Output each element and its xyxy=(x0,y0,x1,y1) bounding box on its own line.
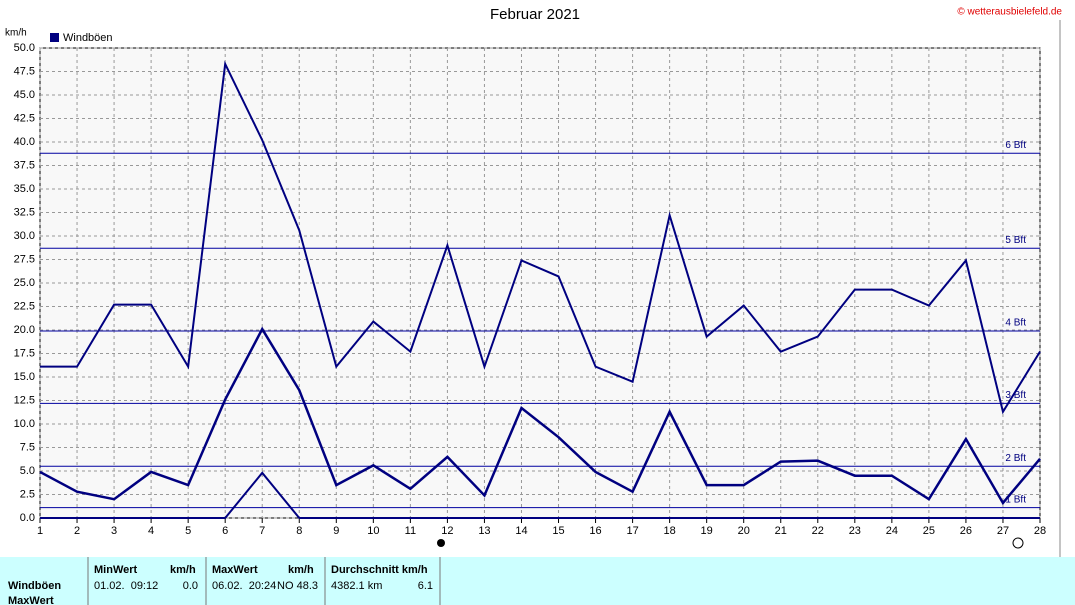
reference-label: 3 Bft xyxy=(1005,390,1026,401)
x-tick-label: 6 xyxy=(222,525,228,537)
y-tick-label: 2.5 xyxy=(20,488,35,500)
y-tick-label: 27.5 xyxy=(14,253,35,265)
series-line xyxy=(40,471,1040,519)
table-cell: 0.0 xyxy=(183,580,198,592)
row-label: Windböen xyxy=(8,580,61,592)
legend-label: Windböen xyxy=(63,32,113,44)
y-tick-label: 42.5 xyxy=(14,112,35,124)
x-tick-label: 2 xyxy=(74,525,80,537)
table-header: km/h xyxy=(288,564,314,576)
x-tick-label: 15 xyxy=(552,525,564,537)
reference-label: 5 Bft xyxy=(1005,235,1026,246)
x-tick-label: 25 xyxy=(923,525,935,537)
reference-label: 2 Bft xyxy=(1005,453,1026,464)
x-tick-label: 5 xyxy=(185,525,191,537)
y-tick-label: 20.0 xyxy=(14,324,35,336)
y-tick-label: 30.0 xyxy=(14,230,35,242)
y-tick-label: 10.0 xyxy=(14,418,35,430)
reference-label: 4 Bft xyxy=(1005,318,1026,329)
x-tick-label: 14 xyxy=(515,525,527,537)
chart-title: Februar 2021 xyxy=(490,6,580,23)
x-tick-label: 19 xyxy=(701,525,713,537)
table-cell: 01.02. 09:12 xyxy=(94,580,158,592)
copyright: © wetterausbielefeld.de xyxy=(957,7,1062,18)
x-tick-label: 27 xyxy=(997,525,1009,537)
table-cell: 4382.1 km xyxy=(331,580,382,592)
y-tick-label: 35.0 xyxy=(14,183,35,195)
y-tick-label: 17.5 xyxy=(14,347,35,359)
table-cell: 6.1 xyxy=(418,580,433,592)
x-tick-label: 10 xyxy=(367,525,379,537)
x-tick-label: 8 xyxy=(296,525,302,537)
stats-panel xyxy=(0,557,1075,605)
x-tick-label: 11 xyxy=(405,525,416,537)
y-tick-label: 0.0 xyxy=(20,512,35,524)
y-tick-label: 5.0 xyxy=(20,465,35,477)
x-tick-label: 23 xyxy=(849,525,861,537)
x-tick-label: 12 xyxy=(441,525,453,537)
x-tick-label: 18 xyxy=(664,525,676,537)
x-tick-label: 13 xyxy=(478,525,490,537)
y-tick-label: 40.0 xyxy=(14,136,35,148)
y-tick-label: 22.5 xyxy=(14,300,35,312)
x-tick-label: 1 xyxy=(37,525,43,537)
y-tick-label: 25.0 xyxy=(14,277,35,289)
y-tick-label: 37.5 xyxy=(14,159,35,171)
moon-new xyxy=(437,539,445,547)
table-header: Durchschnitt km/h xyxy=(331,564,428,576)
legend-swatch xyxy=(50,33,59,42)
reference-label: 1 Bft xyxy=(1005,494,1026,505)
x-tick-label: 21 xyxy=(775,525,787,537)
y-tick-label: 47.5 xyxy=(14,65,35,77)
x-tick-label: 3 xyxy=(111,525,117,537)
y-tick-label: 7.5 xyxy=(20,441,35,453)
y-unit: km/h xyxy=(5,28,27,39)
y-tick-label: 50.0 xyxy=(14,42,35,54)
y-tick-label: 45.0 xyxy=(14,89,35,101)
x-tick-label: 17 xyxy=(626,525,638,537)
y-tick-label: 32.5 xyxy=(14,206,35,218)
x-tick-label: 4 xyxy=(148,525,154,537)
x-tick-label: 9 xyxy=(333,525,339,537)
x-tick-label: 7 xyxy=(259,525,265,537)
series-line xyxy=(40,60,1041,415)
reference-label: 6 Bft xyxy=(1005,140,1026,151)
x-tick-label: 20 xyxy=(738,525,750,537)
table-header: km/h xyxy=(170,564,196,576)
table-header: MinWert xyxy=(94,564,138,576)
table-cell: NO 48.3 xyxy=(277,580,318,592)
x-tick-label: 22 xyxy=(812,525,824,537)
y-tick-label: 15.0 xyxy=(14,371,35,383)
row-label: MaxWert xyxy=(8,595,54,605)
x-tick-label: 28 xyxy=(1034,525,1046,537)
x-tick-label: 24 xyxy=(886,525,898,537)
x-tick-label: 26 xyxy=(960,525,972,537)
y-tick-label: 12.5 xyxy=(14,394,35,406)
table-header: MaxWert xyxy=(212,564,258,576)
series-line xyxy=(39,326,1041,506)
table-cell: 06.02. 20:24 xyxy=(212,580,276,592)
moon-full xyxy=(1012,537,1024,549)
x-tick-label: 16 xyxy=(589,525,601,537)
